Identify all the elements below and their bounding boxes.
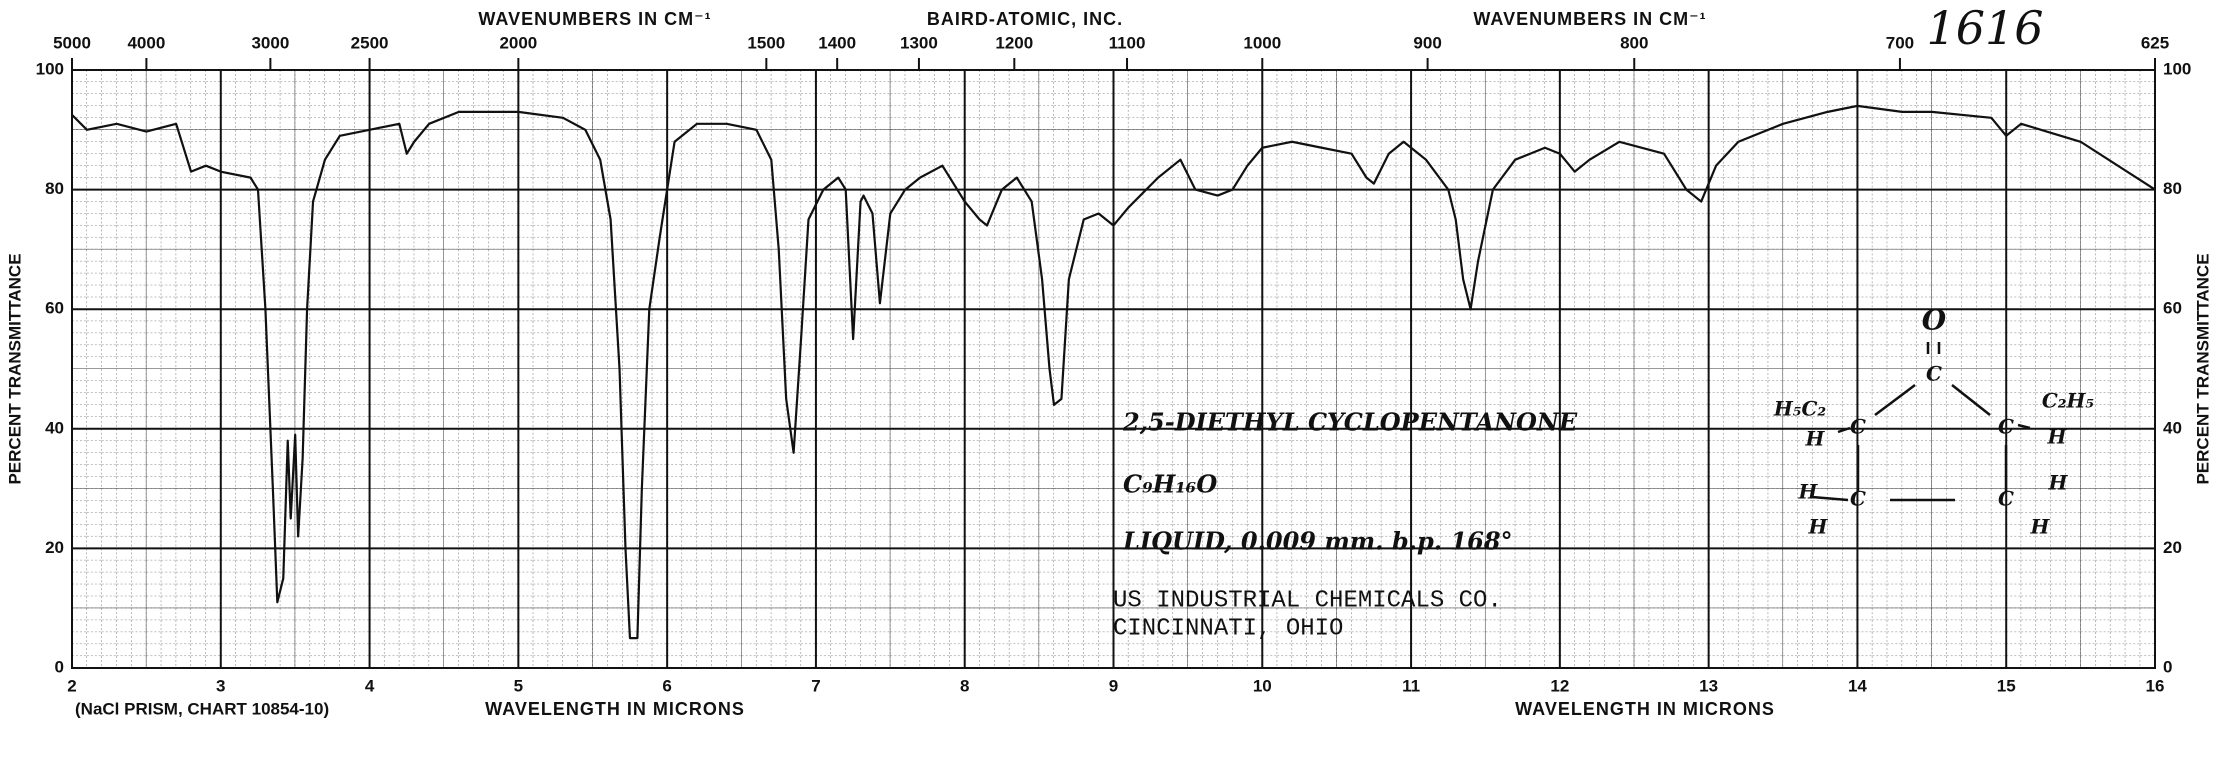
x-tick-label: 14	[1848, 676, 1867, 695]
x2-tick-label: 5000	[53, 33, 91, 52]
atom: H₅C₂	[1773, 397, 1827, 421]
annotation: LIQUID, 0.009 mm. b.p. 168°	[1122, 527, 1513, 556]
x-tick-label: 15	[1997, 676, 2016, 695]
atom: H	[1808, 515, 1829, 539]
x-tick-label: 16	[2146, 676, 2165, 695]
x-tick-label: 7	[811, 676, 820, 695]
y-tick-label-right: 40	[2163, 418, 2182, 437]
y-tick-label-right: 20	[2163, 538, 2182, 557]
x-note: (NaCl PRISM, CHART 10854-10)	[75, 699, 329, 718]
y-tick-label: 40	[45, 418, 64, 437]
x2-tick-label: 800	[1620, 33, 1648, 52]
x-tick-label: 13	[1699, 676, 1718, 695]
y-axis-label: PERCENT TRANSMITTANCE	[5, 253, 24, 484]
y-tick-label: 100	[36, 59, 64, 78]
x-tick-label: 8	[960, 676, 969, 695]
y-tick-label: 0	[55, 657, 64, 676]
x2-tick-label: 1100	[1109, 33, 1146, 52]
y-axis-label: PERCENT TRANSMITTANCE	[2193, 253, 2212, 484]
x2-tick-label: 1300	[900, 33, 938, 52]
y-tick-label-right: 60	[2163, 299, 2182, 318]
x-tick-label: 3	[216, 676, 225, 695]
spectrum-line	[71, 104, 2156, 640]
atom: H	[1798, 480, 1819, 504]
atom: C₂H₅	[2042, 389, 2095, 413]
x2-tick-label: 1000	[1243, 33, 1281, 52]
y-tick-label-right: 100	[2163, 59, 2191, 78]
x2-tick-label: 3000	[251, 33, 289, 52]
x2-tick-label: 700	[1886, 33, 1914, 52]
x-tick-label: 9	[1109, 676, 1118, 695]
x2-tick-label: 625	[2141, 33, 2169, 52]
x-tick-label: 5	[514, 676, 523, 695]
top-axis-label: WAVENUMBERS IN CM⁻¹	[1473, 9, 1706, 29]
y-tick-label: 20	[45, 538, 64, 557]
atom: H	[1805, 427, 1826, 451]
x2-tick-label: 1200	[995, 33, 1033, 52]
x-tick-label: 12	[1550, 676, 1569, 695]
publisher: BAIRD-ATOMIC, INC.	[927, 9, 1123, 29]
annotation: CINCINNATI, OHIO	[1113, 615, 1343, 642]
x2-tick-label: 1400	[818, 33, 856, 52]
x2-tick-label: 4000	[127, 33, 165, 52]
y-tick-label-right: 80	[2163, 179, 2182, 198]
atom: H	[2030, 515, 2051, 539]
x2-tick-label: 900	[1413, 33, 1441, 52]
x-axis-label: WAVELENGTH IN MICRONS	[1515, 699, 1775, 719]
annotation: 2,5-DIETHYL CYCLOPENTANONE	[1122, 408, 1578, 437]
double-bond	[1926, 342, 1941, 354]
x-tick-label: 10	[1253, 676, 1272, 695]
x-axis-label: WAVELENGTH IN MICRONS	[485, 699, 745, 719]
x-tick-label: 2	[67, 676, 76, 695]
top-axis-label: WAVENUMBERS IN CM⁻¹	[478, 9, 711, 29]
sample-number: 1616	[1926, 1, 2043, 55]
atom: H	[2047, 425, 2068, 449]
x2-tick-label: 2500	[351, 33, 389, 52]
y-tick-label: 80	[45, 179, 64, 198]
annotation: US INDUSTRIAL CHEMICALS CO.	[1113, 587, 1502, 614]
y-tick-label: 60	[45, 299, 64, 318]
x-tick-label: 11	[1402, 676, 1420, 695]
x-tick-label: 6	[662, 676, 671, 695]
atom: C	[1926, 362, 1942, 386]
x2-tick-label: 2000	[499, 33, 537, 52]
atom: H	[2048, 471, 2069, 495]
x-tick-label: 4	[365, 676, 375, 695]
y-tick-label-right: 0	[2163, 657, 2172, 676]
annotation: C₉H₁₆O	[1123, 470, 1217, 499]
x2-tick-label: 1500	[747, 33, 785, 52]
